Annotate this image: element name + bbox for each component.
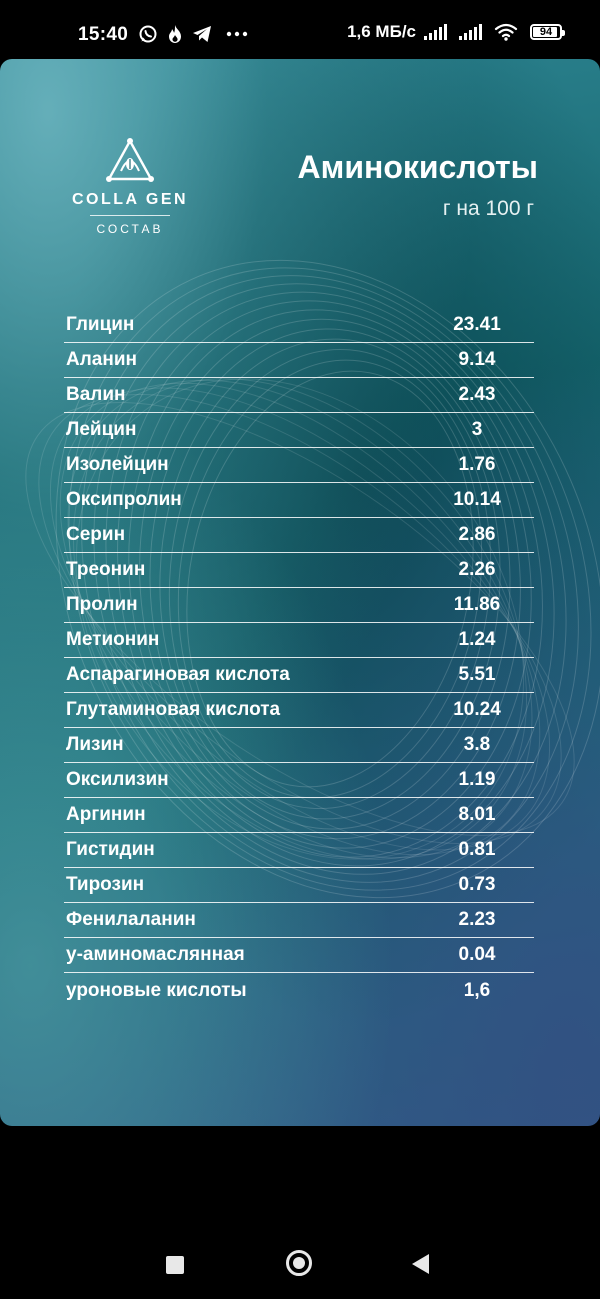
amino-acid-name: Аланин: [66, 349, 137, 370]
battery-icon: 94: [530, 24, 565, 40]
back-icon[interactable]: [412, 1254, 429, 1274]
table-row: Серин 2.86: [64, 518, 534, 553]
amino-acid-value: 2.23: [458, 909, 496, 930]
amino-acid-value: 2.26: [458, 559, 496, 580]
table-row: Лизин 3.8: [64, 728, 534, 763]
telegram-icon: [193, 26, 211, 42]
table-row: Изолейцин 1.76: [64, 448, 534, 483]
amino-acid-value: 1,6: [463, 979, 491, 1001]
amino-acid-name: Тирозин: [66, 874, 145, 895]
signal-icon: [459, 24, 482, 40]
amino-acid-name: Метионин: [66, 629, 160, 650]
table-row: Аргинин 8.01: [64, 798, 534, 833]
amino-acid-name: Глицин: [66, 314, 135, 335]
home-icon[interactable]: [286, 1250, 312, 1276]
table-row: Метионин 1.24: [64, 623, 534, 658]
logo-name: COLLA GEN: [71, 191, 189, 208]
page-title: Аминокислоты: [297, 149, 538, 185]
amino-acid-name: Фенилаланин: [66, 909, 196, 930]
amino-acid-name: Аспарагиновая кислота: [66, 664, 290, 685]
amino-acid-name: Изолейцин: [66, 454, 169, 475]
table-row: Треонин 2.26: [64, 553, 534, 588]
amino-acid-value: 11.86: [453, 594, 501, 615]
amino-acid-name: Треонин: [66, 559, 146, 580]
status-bar: 15:40 1,6 МБ/с: [0, 0, 600, 70]
table-row: y-аминомасляннaя 0.04: [64, 938, 534, 973]
amino-acid-value: 0.73: [458, 874, 496, 895]
table-row: Лейцин 3: [64, 413, 534, 448]
amino-acid-value: 3.8: [463, 734, 491, 755]
battery-level: 94: [539, 26, 553, 38]
amino-acid-value: 0.04: [458, 944, 496, 965]
amino-acid-name: Аргинин: [66, 804, 146, 825]
recent-apps-icon[interactable]: [166, 1256, 184, 1274]
amino-acid-name: уроновые кислоты: [66, 979, 247, 1001]
amino-acid-value: 5.51: [458, 664, 496, 685]
amino-acid-value: 2.43: [458, 384, 496, 405]
table-row: Оксилизин 1.19: [64, 763, 534, 798]
amino-acid-value: 3: [471, 419, 483, 440]
amino-acid-value: 1.24: [458, 629, 496, 650]
more-dots-icon: [226, 31, 248, 37]
amino-acid-value: 10.14: [453, 489, 501, 510]
amino-acid-value: 8.01: [458, 804, 496, 825]
table-row: Глутаминовая кислота 10.24: [64, 693, 534, 728]
logo-subtitle: СОСТАВ: [96, 222, 164, 236]
amino-acid-value: 1.19: [458, 769, 496, 790]
collagen-logo: COLLA GEN СОСТАВ: [60, 137, 200, 247]
amino-acid-name: Глутаминовая кислота: [66, 699, 281, 720]
table-row: Аспарагиновая кислота 5.51: [64, 658, 534, 693]
amino-acid-table: Глицин 23.41 Аланин 9.14 Валин 2.43 Лейцин 3 Изо…: [64, 308, 534, 1008]
table-row: Пролин 11.86: [64, 588, 534, 623]
amino-acid-value: 9.14: [458, 349, 496, 370]
amino-acid-name: Лейцин: [66, 419, 137, 440]
table-row: Фенилаланин 2.23: [64, 903, 534, 938]
amino-acid-name: Оксилизин: [66, 769, 169, 790]
table-row: уроновые кислоты 1,6: [64, 973, 534, 1008]
status-time: 15:40: [78, 24, 129, 45]
notification-icons: [138, 24, 248, 44]
amino-acid-value: 0.81: [458, 839, 496, 860]
table-row: Тирозин 0.73: [64, 868, 534, 903]
amino-acid-name: y-аминомасляннaя: [66, 944, 245, 965]
network-speed: 1,6 МБ/с: [347, 22, 416, 41]
amino-acid-value: 2.86: [458, 524, 496, 545]
table-row: Глицин 23.41: [64, 308, 534, 343]
system-status: 1,6 МБ/с 94: [347, 22, 565, 42]
amino-acid-name: Пролин: [66, 594, 138, 615]
amino-acids-card[interactable]: COLLA GEN СОСТАВ Аминокислоты г на 100 г…: [0, 59, 600, 1126]
table-row: Аланин 9.14: [64, 343, 534, 378]
amino-acid-name: Оксипролин: [66, 489, 182, 510]
amino-acid-name: Гистидин: [66, 839, 155, 860]
whatsapp-icon: [139, 25, 157, 43]
table-row: Валин 2.43: [64, 378, 534, 413]
logo-divider: [90, 215, 170, 216]
table-row: Оксипролин 10.14: [64, 483, 534, 518]
collagen-logo-icon: [106, 138, 154, 182]
amino-acid-value: 23.41: [453, 314, 501, 335]
flame-icon: [169, 25, 181, 43]
wifi-icon: [494, 23, 518, 41]
amino-acid-value: 1.76: [458, 454, 496, 475]
amino-acid-name: Валин: [66, 384, 126, 405]
amino-acid-name: Лизин: [66, 734, 124, 755]
signal-icon: [424, 24, 447, 40]
amino-acid-name: Серин: [66, 524, 126, 545]
navigation-bar: [0, 1220, 600, 1299]
table-row: Гистидин 0.81: [64, 833, 534, 868]
units-subtitle: г на 100 г: [442, 197, 534, 220]
amino-acid-value: 10.24: [453, 699, 501, 720]
